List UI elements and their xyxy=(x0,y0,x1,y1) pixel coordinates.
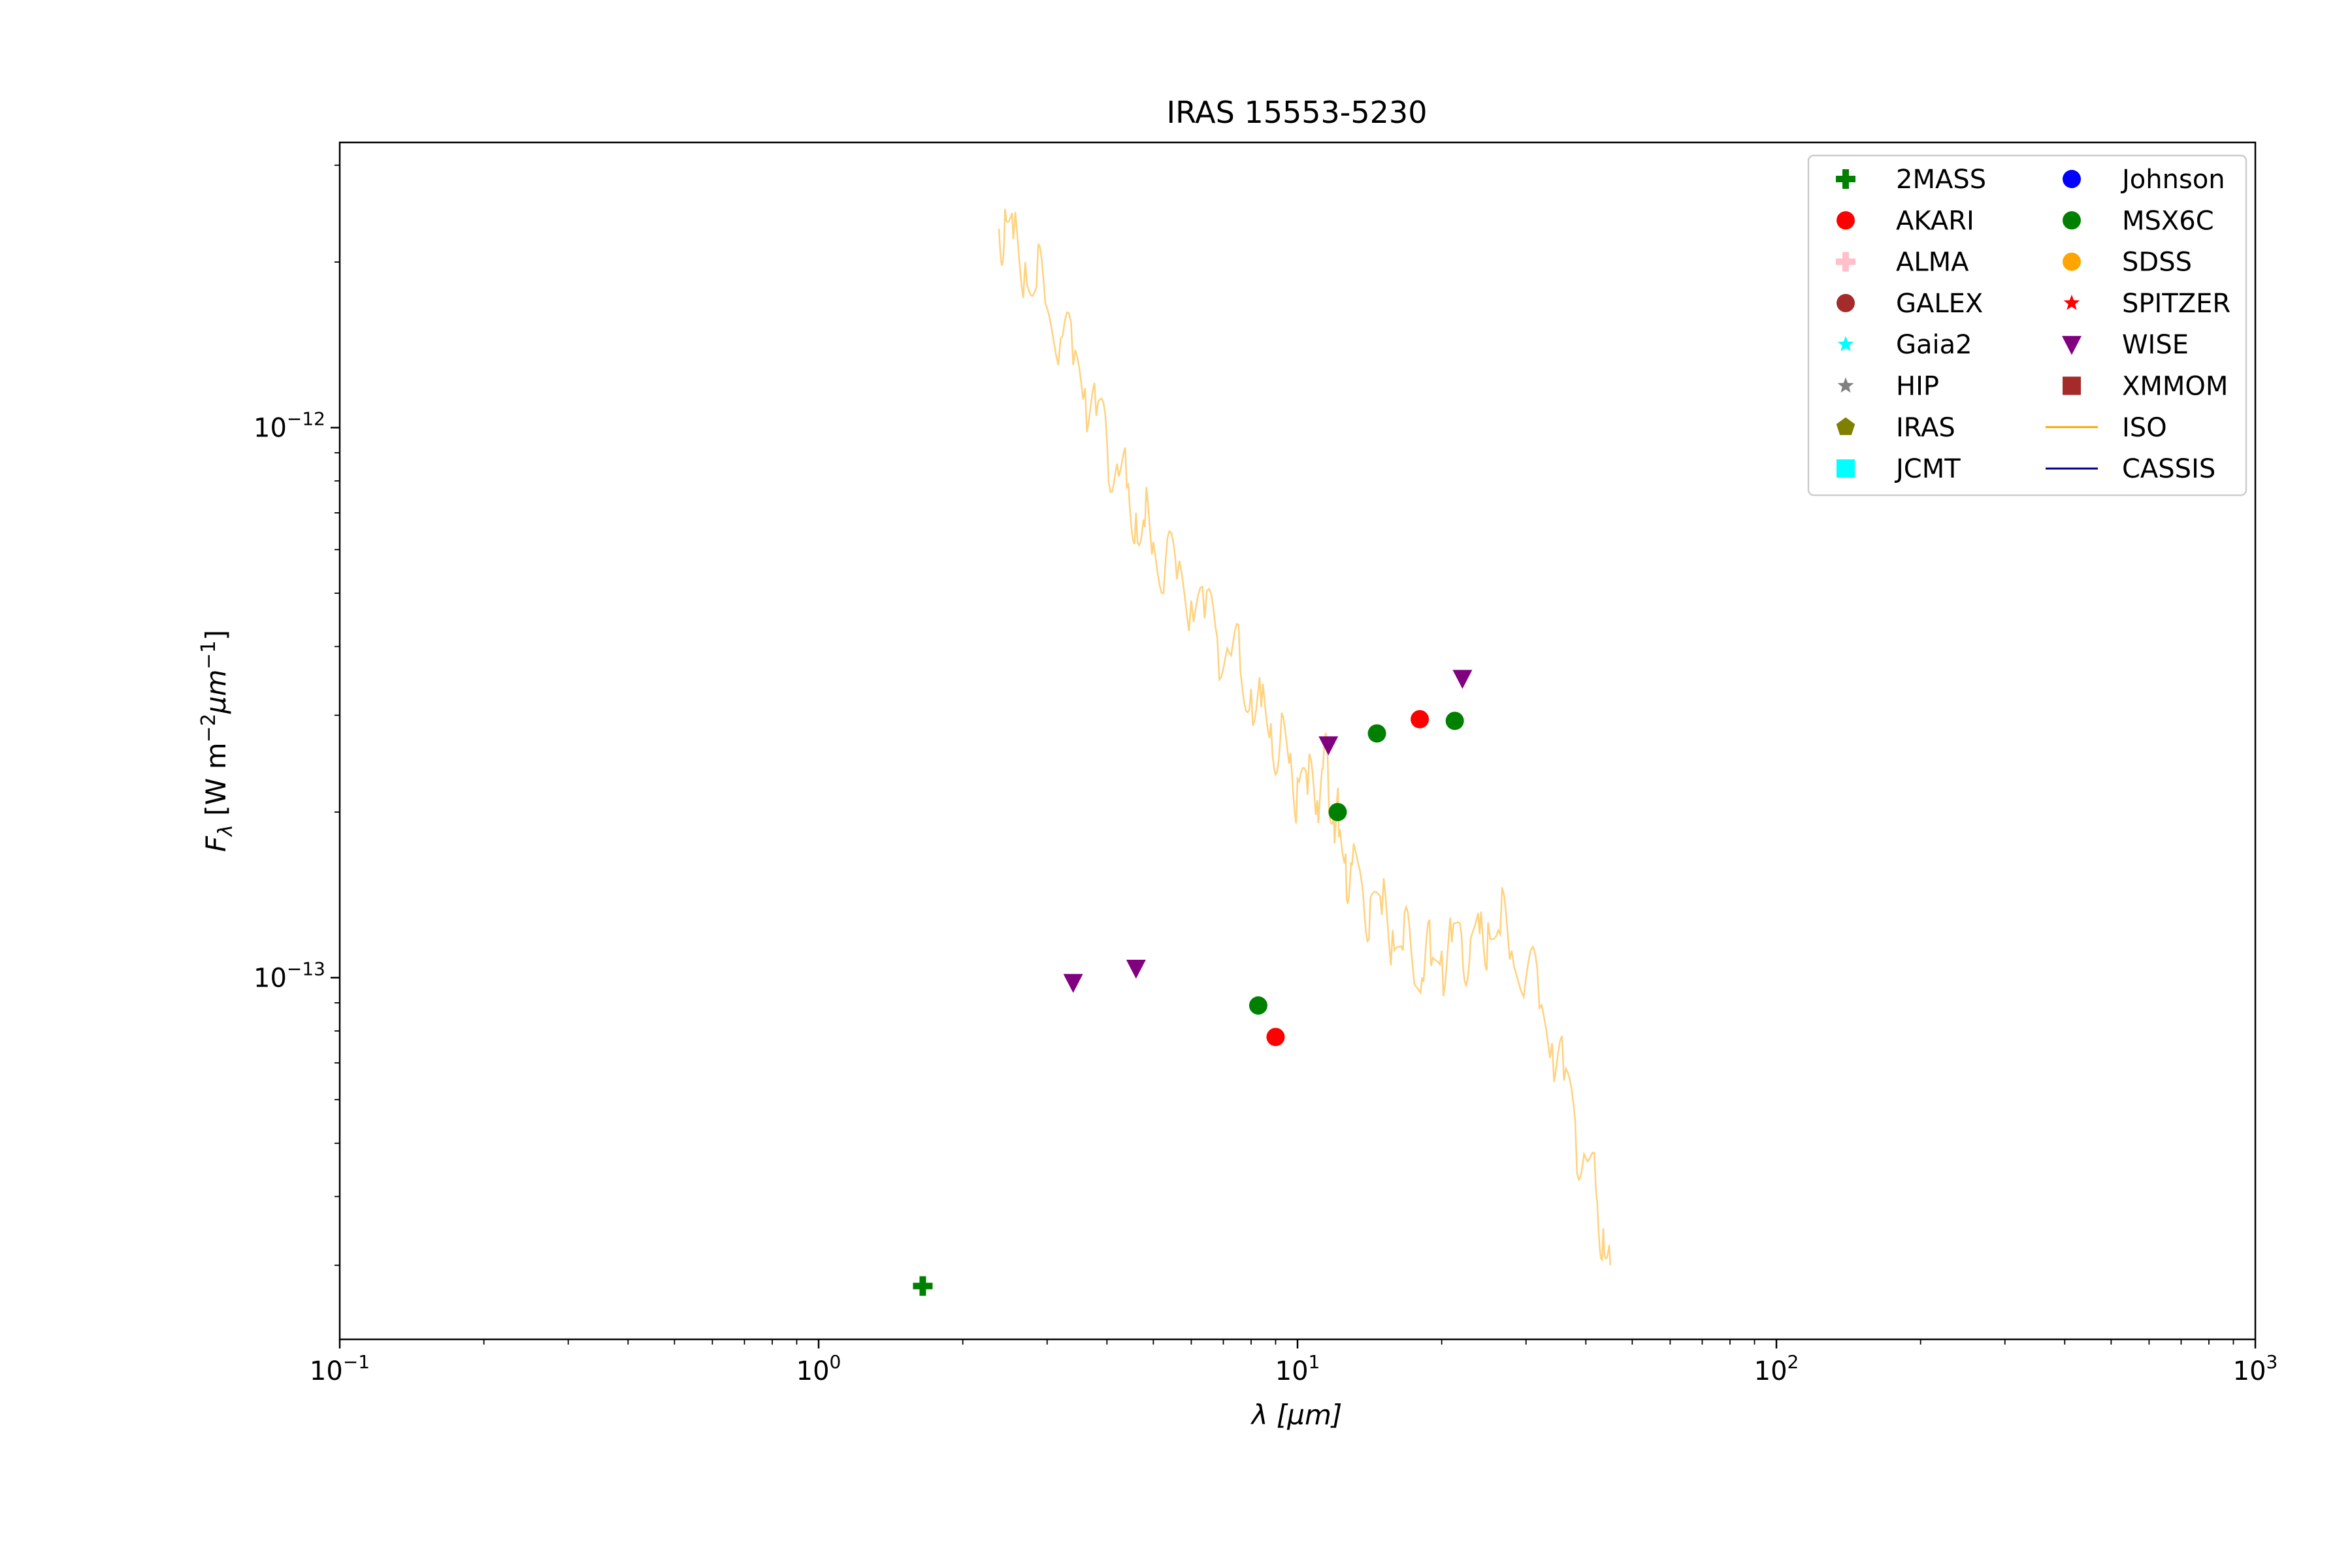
legend-label-galex: GALEX xyxy=(1896,289,1983,319)
legend-marker-msx6c xyxy=(2063,211,2081,230)
legend-label-2mass: 2MASS xyxy=(1896,165,1986,195)
legend-label-cassis: CASSIS xyxy=(2122,454,2215,484)
data-point-msx6c xyxy=(1249,996,1267,1015)
legend: 2MASS AKARI ALMA GALEX Gaia2 HIP IRAS JCMT Johns… xyxy=(1807,154,2247,497)
legend-label-iras: IRAS xyxy=(1896,413,1955,443)
legend-marker-alma xyxy=(1836,252,1855,272)
x-axis-label: λ [μm] xyxy=(1250,1399,1343,1431)
legend-marker-iras xyxy=(1836,417,1855,435)
legend-marker-wise xyxy=(2062,336,2082,355)
y-label-units-a: [W m xyxy=(200,743,232,825)
legend-marker-hip xyxy=(1837,377,1854,393)
legend-label-xmmom: XMMOM xyxy=(2122,372,2228,402)
legend-label-gaia2: Gaia2 xyxy=(1896,330,1972,360)
legend-marker-2mass xyxy=(1836,169,1855,189)
legend-label-msx6c: MSX6C xyxy=(2122,206,2214,236)
y-tick-label: 10−12 xyxy=(253,408,325,444)
y-label-exp-b: −1 xyxy=(197,640,220,669)
legend-marker-spitzer xyxy=(2063,294,2080,310)
y-label-exp-a: −2 xyxy=(197,713,220,742)
data-point-akari xyxy=(1411,710,1429,728)
x-tick-label: 103 xyxy=(2233,1351,2278,1386)
legend-label-sdss: SDSS xyxy=(2122,248,2192,278)
legend-marker-sdss xyxy=(2063,252,2081,271)
legend-label-hip: HIP xyxy=(1896,372,1939,402)
legend-label-johnson: Johnson xyxy=(2120,165,2225,195)
legend-label-iso: ISO xyxy=(2122,413,2167,443)
plot-area: 10−1 100 101 102 103 10−12 10−13 xyxy=(253,141,2278,1386)
y-axis-label: Fλ [W m−2μm−1] xyxy=(197,630,237,852)
y-label-main: F xyxy=(200,836,232,852)
y-tick-label: 10−13 xyxy=(253,958,325,993)
y-label-units-b: μm xyxy=(200,670,232,715)
chart-title: IRAS 15553-5230 xyxy=(1167,95,1428,130)
legend-label-spitzer: SPITZER xyxy=(2122,289,2230,319)
iso-spectrum-line xyxy=(998,208,1612,1266)
legend-label-alma: ALMA xyxy=(1896,248,1969,278)
legend-marker-akari xyxy=(1837,211,1855,230)
legend-marker-galex xyxy=(1837,293,1855,312)
data-point-wise xyxy=(1063,973,1083,993)
legend-marker-jcmt xyxy=(1837,459,1855,478)
data-point-akari xyxy=(1266,1028,1285,1047)
legend-marker-gaia2 xyxy=(1837,336,1854,351)
legend-marker-johnson xyxy=(2063,170,2081,188)
x-tick-label: 102 xyxy=(1754,1351,1799,1386)
data-point-msx6c xyxy=(1445,711,1464,730)
y-label-units-c: ] xyxy=(200,630,232,640)
x-tick-label: 101 xyxy=(1275,1351,1320,1386)
data-point-wise xyxy=(1318,736,1339,756)
legend-label-wise: WISE xyxy=(2122,330,2189,360)
data-point-msx6c xyxy=(1328,802,1347,821)
x-tick-label: 100 xyxy=(796,1351,841,1386)
legend-label-akari: AKARI xyxy=(1896,206,1974,236)
y-label-sub: λ xyxy=(214,825,237,838)
data-point-wise xyxy=(1452,670,1473,689)
x-tick-label: 10−1 xyxy=(310,1351,370,1386)
legend-marker-xmmom xyxy=(2063,376,2081,395)
legend-label-jcmt: JCMT xyxy=(1894,454,1961,484)
data-point-msx6c xyxy=(1367,724,1386,743)
legend-frame xyxy=(1807,154,2247,497)
data-point-2mass xyxy=(913,1276,933,1296)
data-point-wise xyxy=(1126,960,1146,979)
